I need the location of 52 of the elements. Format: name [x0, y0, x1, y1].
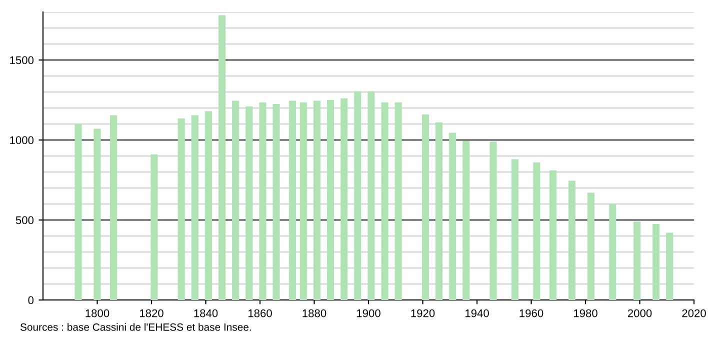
x-tick-label: 1920	[411, 309, 435, 318]
x-tick-label: 1940	[465, 309, 489, 318]
y-tick-label: 1000	[10, 136, 34, 144]
bar	[568, 180, 576, 300]
bar	[259, 102, 266, 300]
bar	[490, 142, 497, 300]
bar	[609, 204, 616, 300]
bar	[94, 128, 101, 300]
bar	[533, 162, 540, 300]
bar	[178, 118, 185, 300]
x-tick-label: 1800	[86, 309, 110, 318]
bar	[150, 154, 158, 300]
bar	[549, 170, 556, 300]
bar	[394, 102, 402, 300]
bar	[381, 102, 388, 300]
bar	[652, 224, 660, 300]
x-tick-label: 1820	[140, 309, 164, 318]
bar	[327, 100, 334, 300]
x-tick-label: 1980	[574, 309, 598, 318]
x-tick-label: 1880	[302, 309, 326, 318]
x-tick-label: 1960	[520, 309, 544, 318]
bar	[300, 102, 307, 300]
bar	[354, 91, 362, 300]
y-tick-label: 0	[28, 296, 34, 304]
bar	[191, 115, 198, 300]
bar	[449, 132, 456, 300]
y-tick-label: 500	[16, 216, 34, 224]
bar	[666, 232, 674, 300]
x-tick-label: 2000	[628, 309, 652, 318]
x-tick-label: 1860	[248, 309, 272, 318]
x-tick-label: 2020	[682, 309, 706, 318]
bar	[436, 122, 443, 300]
bar	[74, 124, 82, 300]
bar	[272, 104, 280, 300]
bar	[313, 100, 320, 300]
bar	[511, 159, 518, 300]
x-tick-label: 1840	[194, 309, 218, 318]
bar	[587, 192, 594, 300]
bar	[634, 222, 641, 300]
bar	[218, 15, 226, 300]
bar	[289, 100, 296, 300]
bar	[232, 100, 240, 300]
y-tick-label: 1500	[10, 56, 34, 64]
x-tick-label: 1900	[356, 309, 380, 318]
bar	[422, 114, 429, 300]
bar	[204, 111, 212, 300]
bar	[340, 98, 348, 300]
source-note: Sources : base Cassini de l'EHESS et base Insee.	[20, 323, 251, 331]
bar	[110, 115, 118, 300]
bar	[246, 106, 253, 300]
bar	[462, 140, 470, 300]
bar	[368, 91, 375, 300]
